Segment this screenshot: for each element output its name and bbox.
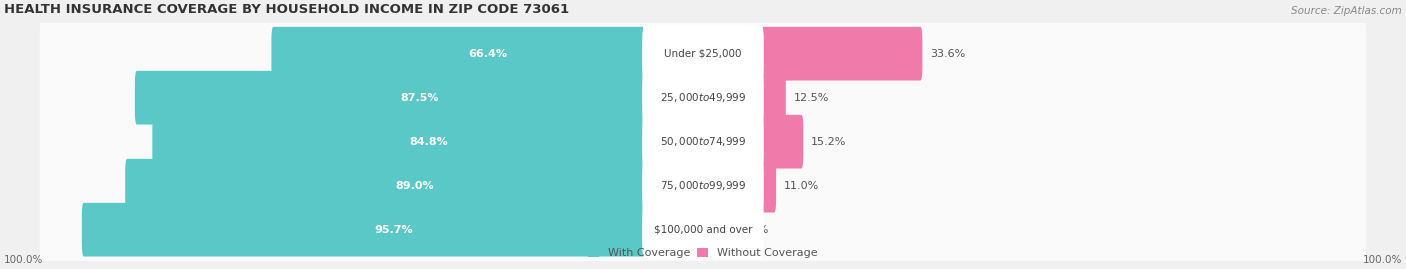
Text: 66.4%: 66.4%	[468, 49, 508, 59]
FancyBboxPatch shape	[702, 203, 733, 257]
FancyBboxPatch shape	[702, 27, 922, 80]
Text: 100.0%: 100.0%	[1362, 254, 1402, 265]
Text: 95.7%: 95.7%	[374, 225, 413, 235]
FancyBboxPatch shape	[39, 15, 1367, 92]
Text: $25,000 to $49,999: $25,000 to $49,999	[659, 91, 747, 104]
FancyBboxPatch shape	[702, 71, 786, 125]
FancyBboxPatch shape	[643, 200, 763, 259]
Text: 33.6%: 33.6%	[931, 49, 966, 59]
FancyBboxPatch shape	[643, 24, 763, 83]
FancyBboxPatch shape	[643, 112, 763, 171]
Text: Source: ZipAtlas.com: Source: ZipAtlas.com	[1291, 6, 1402, 16]
FancyBboxPatch shape	[82, 203, 704, 257]
Text: 12.5%: 12.5%	[793, 93, 830, 103]
FancyBboxPatch shape	[135, 71, 704, 125]
Text: 4.3%: 4.3%	[741, 225, 769, 235]
FancyBboxPatch shape	[702, 115, 803, 169]
FancyBboxPatch shape	[152, 115, 704, 169]
FancyBboxPatch shape	[271, 27, 704, 80]
FancyBboxPatch shape	[702, 159, 776, 213]
Text: Under $25,000: Under $25,000	[664, 49, 742, 59]
Text: 89.0%: 89.0%	[395, 181, 434, 191]
FancyBboxPatch shape	[39, 103, 1367, 180]
Text: $75,000 to $99,999: $75,000 to $99,999	[659, 179, 747, 192]
Text: 15.2%: 15.2%	[811, 137, 846, 147]
Text: $50,000 to $74,999: $50,000 to $74,999	[659, 135, 747, 148]
Text: $100,000 and over: $100,000 and over	[654, 225, 752, 235]
FancyBboxPatch shape	[125, 159, 704, 213]
Legend: With Coverage, Without Coverage: With Coverage, Without Coverage	[588, 248, 818, 258]
Text: 84.8%: 84.8%	[409, 137, 449, 147]
FancyBboxPatch shape	[39, 147, 1367, 224]
Text: 100.0%: 100.0%	[4, 254, 44, 265]
FancyBboxPatch shape	[39, 59, 1367, 136]
Text: 11.0%: 11.0%	[785, 181, 820, 191]
Text: HEALTH INSURANCE COVERAGE BY HOUSEHOLD INCOME IN ZIP CODE 73061: HEALTH INSURANCE COVERAGE BY HOUSEHOLD I…	[4, 3, 569, 16]
FancyBboxPatch shape	[39, 192, 1367, 268]
FancyBboxPatch shape	[643, 69, 763, 127]
FancyBboxPatch shape	[643, 157, 763, 215]
Text: 87.5%: 87.5%	[401, 93, 439, 103]
